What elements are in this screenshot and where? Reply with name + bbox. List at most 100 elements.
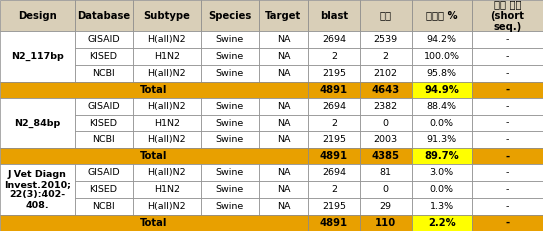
Bar — [308, 131, 360, 148]
Text: Swine: Swine — [216, 35, 244, 44]
Bar — [201, 198, 259, 215]
Text: 2694: 2694 — [322, 168, 346, 177]
Text: 2694: 2694 — [322, 35, 346, 44]
Text: -: - — [506, 69, 509, 78]
Text: -: - — [506, 119, 509, 128]
Text: Swine: Swine — [216, 168, 244, 177]
Text: 0.0%: 0.0% — [430, 185, 453, 194]
Bar — [308, 215, 360, 231]
Text: Subtype: Subtype — [143, 11, 190, 21]
Bar — [412, 82, 472, 98]
Text: 88.4%: 88.4% — [427, 102, 457, 111]
Text: 2195: 2195 — [322, 135, 346, 144]
Text: 검출률 %: 검출률 % — [426, 11, 457, 21]
Text: H1N2: H1N2 — [154, 185, 180, 194]
Bar — [472, 181, 543, 198]
Text: NA: NA — [277, 35, 291, 44]
Bar — [308, 181, 360, 198]
Bar — [74, 198, 132, 215]
Bar — [412, 215, 472, 231]
Bar — [132, 115, 201, 131]
Bar — [0, 31, 74, 82]
Bar — [132, 98, 201, 115]
Bar — [201, 65, 259, 82]
Text: NA: NA — [277, 202, 291, 211]
Text: Swine: Swine — [216, 185, 244, 194]
Bar — [360, 98, 412, 115]
Bar — [201, 31, 259, 48]
Bar — [308, 198, 360, 215]
Bar — [74, 131, 132, 148]
Bar — [412, 198, 472, 215]
Text: 0: 0 — [383, 119, 389, 128]
Text: 0: 0 — [383, 185, 389, 194]
Text: GISAID: GISAID — [87, 102, 120, 111]
Text: Swine: Swine — [216, 202, 244, 211]
Bar — [360, 164, 412, 181]
Text: 1.3%: 1.3% — [430, 202, 454, 211]
Text: 2195: 2195 — [322, 69, 346, 78]
Text: NCBI: NCBI — [92, 69, 115, 78]
Bar — [259, 31, 308, 48]
Text: J Vet Diagn
Invest.2010;
22(3):402-
408.: J Vet Diagn Invest.2010; 22(3):402- 408. — [4, 170, 71, 210]
Bar — [360, 65, 412, 82]
Text: 110: 110 — [375, 218, 396, 228]
Bar — [132, 131, 201, 148]
Bar — [412, 0, 472, 31]
Text: Total: Total — [141, 151, 168, 161]
Text: 2: 2 — [383, 52, 389, 61]
Bar — [412, 164, 472, 181]
Text: 4891: 4891 — [320, 151, 348, 161]
Bar — [308, 48, 360, 65]
Bar — [472, 48, 543, 65]
Text: NA: NA — [277, 168, 291, 177]
Bar — [412, 148, 472, 164]
Text: H(all)N2: H(all)N2 — [147, 69, 186, 78]
Bar — [360, 148, 412, 164]
Text: 100.0%: 100.0% — [424, 52, 460, 61]
Bar — [259, 48, 308, 65]
Bar — [472, 98, 543, 115]
Text: 검출: 검출 — [380, 11, 392, 21]
Text: Database: Database — [77, 11, 130, 21]
Text: 0.0%: 0.0% — [430, 119, 453, 128]
Text: -: - — [506, 185, 509, 194]
Text: 2: 2 — [331, 52, 337, 61]
Text: Total: Total — [141, 85, 168, 95]
Text: 2102: 2102 — [374, 69, 398, 78]
Text: NA: NA — [277, 102, 291, 111]
Bar — [360, 181, 412, 198]
Bar — [74, 115, 132, 131]
Text: NA: NA — [277, 69, 291, 78]
Bar — [259, 65, 308, 82]
Text: H1N2: H1N2 — [154, 119, 180, 128]
Bar — [472, 215, 543, 231]
Bar — [308, 115, 360, 131]
Text: -: - — [506, 218, 509, 228]
Text: NA: NA — [277, 185, 291, 194]
Text: N2_117bp: N2_117bp — [11, 52, 64, 61]
Bar — [259, 131, 308, 148]
Text: Swine: Swine — [216, 135, 244, 144]
Text: Target: Target — [266, 11, 301, 21]
Text: H(all)N2: H(all)N2 — [147, 135, 186, 144]
Text: 2003: 2003 — [374, 135, 398, 144]
Bar — [472, 0, 543, 31]
Bar — [360, 82, 412, 98]
Bar — [308, 164, 360, 181]
Text: -: - — [506, 202, 509, 211]
Bar — [308, 82, 360, 98]
Bar — [0, 0, 74, 31]
Bar — [74, 164, 132, 181]
Bar — [472, 164, 543, 181]
Bar — [132, 31, 201, 48]
Bar — [0, 164, 74, 215]
Bar — [360, 131, 412, 148]
Bar — [259, 0, 308, 31]
Bar — [472, 131, 543, 148]
Bar — [74, 48, 132, 65]
Bar — [132, 0, 201, 31]
Bar — [472, 198, 543, 215]
Bar — [472, 65, 543, 82]
Text: H(all)N2: H(all)N2 — [147, 168, 186, 177]
